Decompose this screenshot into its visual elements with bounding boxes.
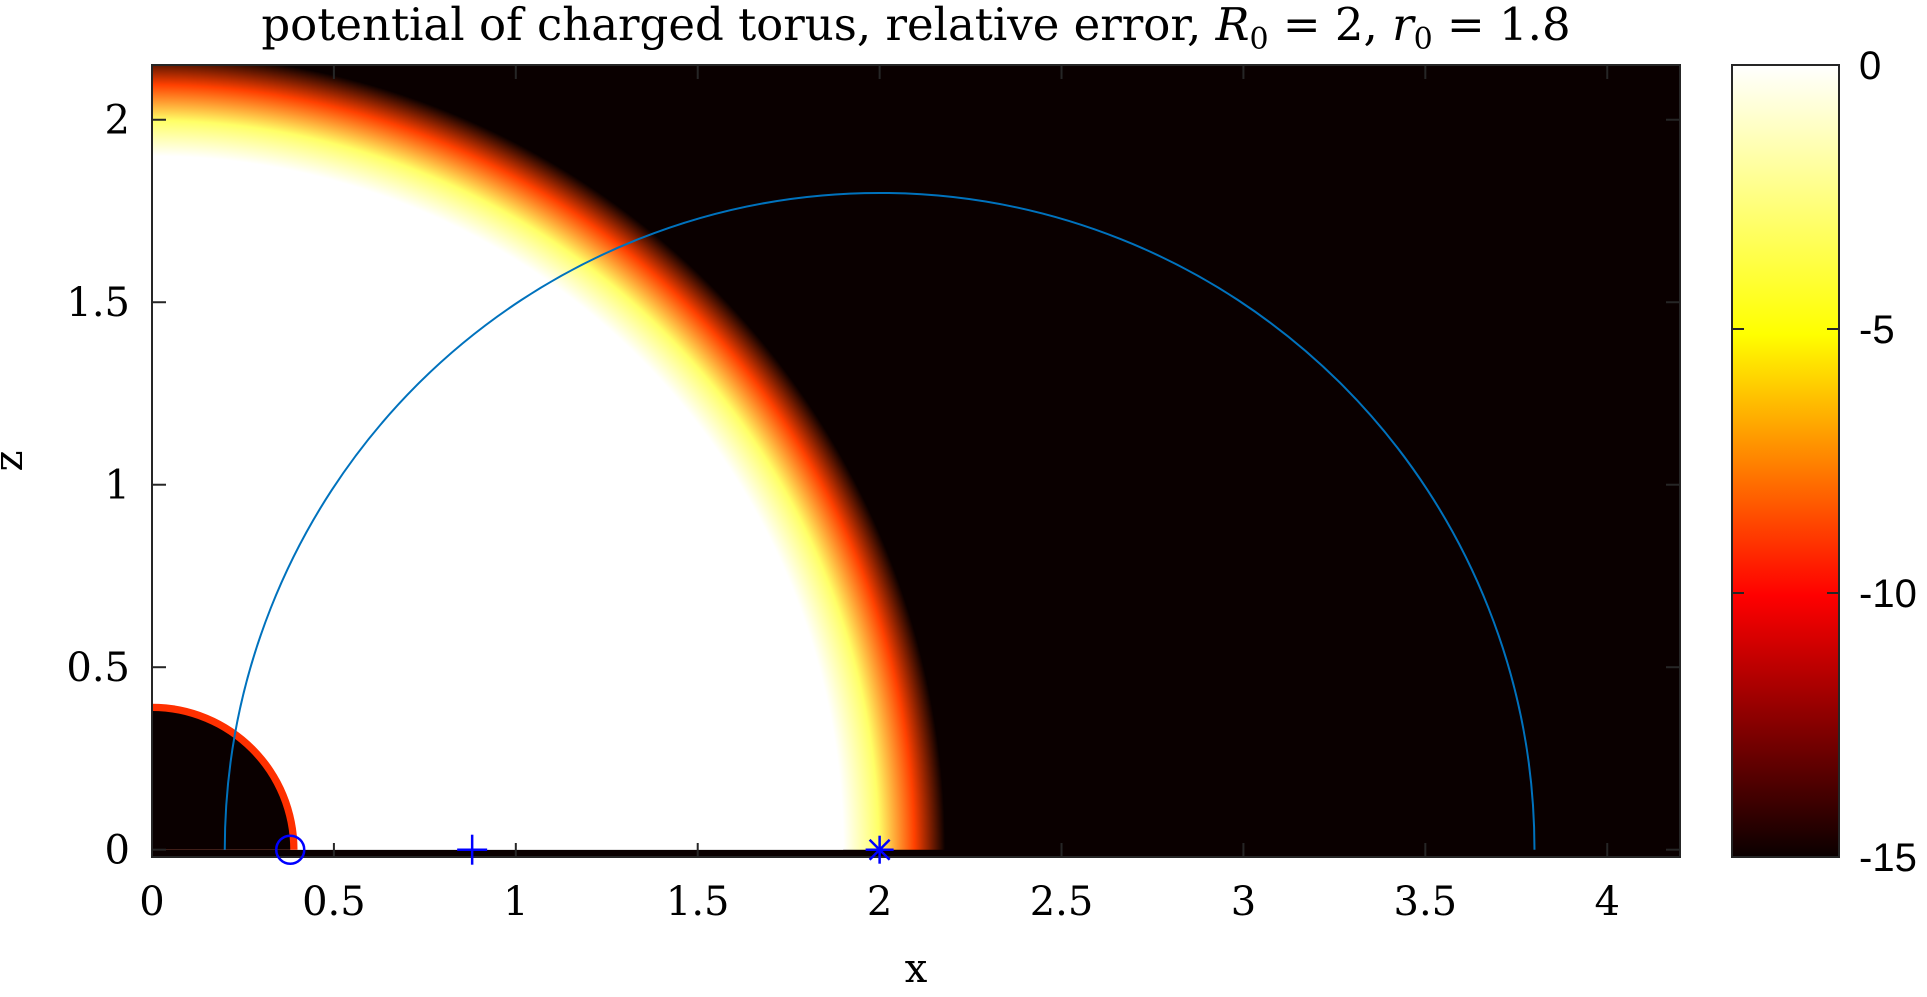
colorbar-gradient: [1731, 64, 1840, 858]
torus-cross-section-curve: [223, 191, 1536, 850]
y-tick-label: 1.5: [66, 280, 130, 326]
colorbar-tick-label: -10: [1859, 572, 1917, 616]
x-tick-label: 1.5: [666, 879, 730, 925]
colorbar-tick-label: 0: [1859, 44, 1881, 88]
x-tick-label: 0: [139, 879, 164, 925]
x-axis-label: x: [905, 946, 928, 992]
plus-marker: [457, 834, 488, 865]
y-tick-label: 0.5: [66, 645, 130, 691]
axes-box: [151, 64, 1681, 858]
inner-dark-disk: [152, 711, 291, 850]
markers: [274, 834, 894, 865]
y-axis-ticks: 0 0.5 1 1.5 2: [66, 98, 1680, 874]
asterisk-marker: [865, 835, 894, 864]
y-tick-label: 2: [105, 98, 130, 144]
x-tick-label: 3: [1231, 879, 1256, 925]
colorbar-ticks: 0 -5 -10 -15: [1732, 44, 1917, 880]
colorbar: 0 -5 -10 -15: [1731, 44, 1917, 880]
x-tick-label: 2.5: [1030, 879, 1094, 925]
x-tick-label: 0.5: [302, 879, 366, 925]
x-tick-label: 2: [867, 879, 892, 925]
x-tick-label: 3.5: [1394, 879, 1458, 925]
y-axis-label: z: [0, 450, 32, 471]
x-tick-label: 1: [503, 879, 528, 925]
y-tick-label: 0: [105, 828, 130, 874]
y-tick-label: 1: [105, 463, 130, 509]
chart-title: potential of charged torus, relative err…: [261, 0, 1570, 57]
colorbar-tick-label: -5: [1859, 308, 1895, 352]
x-tick-label: 4: [1595, 879, 1620, 925]
bright-quarter-annulus: [152, 156, 844, 850]
colorbar-tick-label: -15: [1859, 836, 1917, 880]
plot-area: 0 0.5 1 1.5 2 2.5 3 3.5 4 0 0.5 1 1.5 2: [66, 64, 1681, 925]
x-axis-ticks: 0 0.5 1 1.5 2 2.5 3 3.5 4: [139, 65, 1620, 925]
circle-marker: [274, 834, 306, 865]
